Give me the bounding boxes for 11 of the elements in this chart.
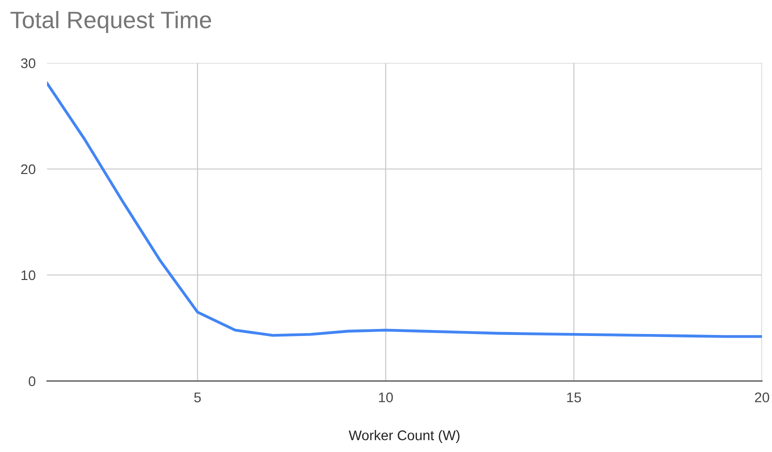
y-tick-label: 20 — [21, 164, 36, 174]
x-tick-label: 20 — [754, 392, 770, 402]
chart-title: Total Request Time — [10, 10, 212, 34]
x-tick-label: 5 — [194, 392, 201, 402]
x-tick-label: 15 — [567, 392, 581, 402]
line-series — [47, 82, 762, 338]
x-tick-label: 10 — [379, 392, 393, 402]
y-tick-label: 10 — [22, 270, 36, 280]
y-tick-label: 30 — [20, 58, 36, 68]
y-tick-label: 0 — [28, 376, 36, 386]
x-axis-title: Worker Count (W) — [348, 430, 460, 443]
